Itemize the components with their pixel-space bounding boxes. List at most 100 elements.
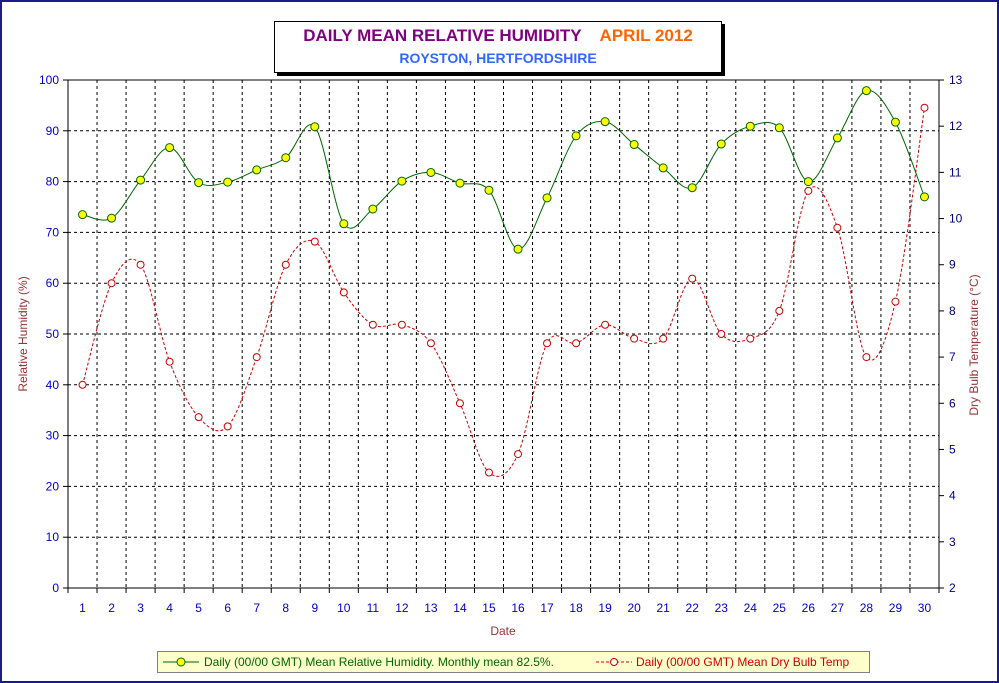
y-left-tick-label: 100 xyxy=(39,73,59,87)
legend-humidity-label: Daily (00/00 GMT) Mean Relative Humidity… xyxy=(204,655,554,669)
chart-title: DAILY MEAN RELATIVE HUMIDITY xyxy=(303,26,582,45)
temp-point xyxy=(514,450,523,459)
grid-lines xyxy=(68,79,939,588)
humidity-point xyxy=(426,167,436,177)
humidity-point xyxy=(252,165,262,175)
temp-point xyxy=(484,468,493,477)
y-right-tick-label: 2 xyxy=(949,581,956,595)
y-right-tick-label: 9 xyxy=(949,258,956,272)
temp-point xyxy=(920,103,929,112)
humidity-point xyxy=(484,185,494,195)
humidity-point xyxy=(571,131,581,141)
humidity-point xyxy=(165,143,175,153)
y-right-tick-label: 4 xyxy=(949,489,956,503)
y-right-tick-label: 3 xyxy=(949,535,956,549)
temp-point xyxy=(891,297,900,306)
temp-point xyxy=(862,353,871,362)
x-tick-label: 6 xyxy=(224,601,231,615)
x-tick-label: 1 xyxy=(79,601,86,615)
temp-point xyxy=(572,339,581,348)
x-tick-label: 10 xyxy=(337,601,351,615)
x-tick-label: 29 xyxy=(889,601,903,615)
temp-point xyxy=(368,320,377,329)
humidity-point xyxy=(600,117,610,127)
temp-point xyxy=(659,334,668,343)
x-axis-title: Date xyxy=(490,624,516,638)
y-right-tick-label: 8 xyxy=(949,304,956,318)
humidity-point xyxy=(513,244,523,254)
humidity-point xyxy=(919,192,929,202)
y-right-tick-label: 7 xyxy=(949,350,956,364)
title-line: DAILY MEAN RELATIVE HUMIDITY APRIL 2012 xyxy=(275,26,721,46)
humidity-point xyxy=(629,140,639,150)
temp-point xyxy=(688,274,697,283)
x-tick-label: 28 xyxy=(860,601,874,615)
y-right-tick-label: 6 xyxy=(949,396,956,410)
temp-point xyxy=(804,186,813,195)
x-tick-label: 20 xyxy=(627,601,641,615)
x-tick-label: 14 xyxy=(453,601,467,615)
y-left-tick-label: 90 xyxy=(46,124,60,138)
x-tick-label: 17 xyxy=(540,601,554,615)
legend-humidity-swatch xyxy=(163,657,199,667)
y-left-tick-label: 50 xyxy=(46,327,60,341)
x-tick-label: 21 xyxy=(657,601,671,615)
temp-point xyxy=(426,339,435,348)
temp-point xyxy=(775,306,784,315)
x-tick-label: 22 xyxy=(686,601,700,615)
humidity-point xyxy=(861,86,871,96)
humidity-point xyxy=(107,213,117,223)
humidity-point xyxy=(890,117,900,127)
humidity-point xyxy=(281,153,291,163)
x-tick-label: 23 xyxy=(715,601,729,615)
x-tick-label: 26 xyxy=(802,601,816,615)
temp-point xyxy=(630,334,639,343)
y-right-tick-label: 13 xyxy=(949,73,963,87)
x-tick-label: 11 xyxy=(367,601,380,615)
chart-month: APRIL 2012 xyxy=(599,26,693,45)
x-tick-label: 25 xyxy=(773,601,787,615)
y-right-tick-label: 11 xyxy=(949,165,962,179)
y-left-tick-label: 70 xyxy=(46,225,60,239)
humidity-point xyxy=(194,178,204,188)
x-tick-label: 24 xyxy=(744,601,758,615)
temp-point xyxy=(194,413,203,422)
series-layer xyxy=(78,86,929,477)
temp-point xyxy=(455,399,464,408)
temp-point xyxy=(601,320,610,329)
humidity-point xyxy=(310,122,320,132)
humidity-point xyxy=(832,133,842,143)
humidity-point xyxy=(78,210,88,220)
y-left-tick-label: 40 xyxy=(46,378,60,392)
x-tick-label: 5 xyxy=(195,601,202,615)
temp-point xyxy=(833,223,842,232)
x-tick-label: 30 xyxy=(918,601,932,615)
humidity-point xyxy=(803,177,813,187)
y-left-tick-label: 20 xyxy=(46,479,60,493)
y-left-tick-label: 30 xyxy=(46,429,60,443)
x-tick-label: 4 xyxy=(166,601,173,615)
temp-point xyxy=(281,260,290,269)
x-tick-label: 19 xyxy=(598,601,612,615)
humidity-point xyxy=(716,139,726,149)
legend: Daily (00/00 GMT) Mean Relative Humidity… xyxy=(157,651,870,673)
x-tick-label: 18 xyxy=(569,601,583,615)
y-right-tick-label: 10 xyxy=(949,212,963,226)
humidity-point xyxy=(687,183,697,193)
temp-point xyxy=(543,339,552,348)
x-tick-label: 2 xyxy=(108,601,115,615)
x-tick-label: 7 xyxy=(253,601,260,615)
legend-temp-label: Daily (00/00 GMT) Mean Dry Bulb Temp xyxy=(636,655,850,669)
temp-point xyxy=(397,320,406,329)
temp-point xyxy=(107,279,116,288)
humidity-point xyxy=(339,219,349,229)
x-tick-label: 8 xyxy=(282,601,289,615)
temp-point xyxy=(165,357,174,366)
temp-point xyxy=(252,353,261,362)
temp-point xyxy=(339,288,348,297)
humidity-point xyxy=(745,121,755,131)
temp-point xyxy=(717,330,726,338)
